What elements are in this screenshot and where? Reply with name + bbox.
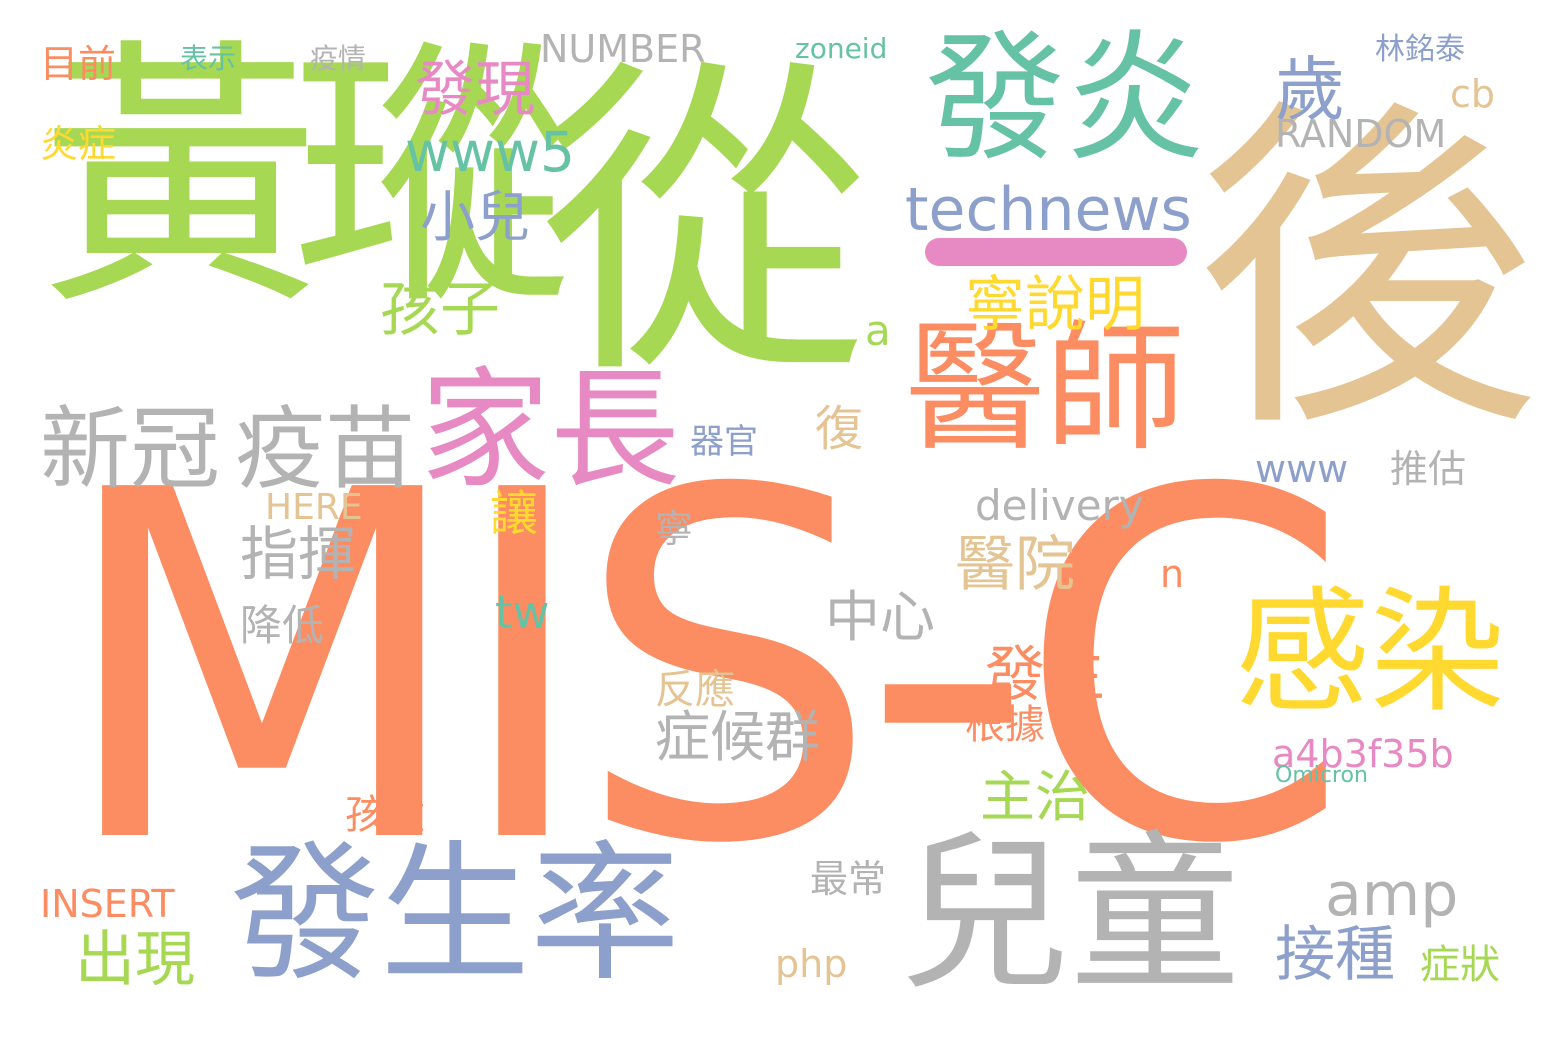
word-discover: 發現: [415, 55, 535, 125]
word-number: NUMBER: [540, 27, 706, 71]
word-lin-ming-tai: 林銘泰: [1375, 32, 1465, 67]
word-pediatric: 小兒: [420, 185, 531, 249]
word-tw: tw: [495, 586, 550, 639]
word-children: 兒童: [900, 816, 1241, 1014]
word-php: php: [775, 942, 848, 986]
word-mis-c: MIS-C: [55, 390, 1352, 949]
word-let: 讓: [490, 486, 539, 542]
word-hospital: 醫院: [955, 530, 1075, 600]
word-infection: 感染: [1235, 574, 1505, 731]
word-amp: amp: [1325, 860, 1459, 930]
word-here: HERE: [265, 487, 363, 528]
word-n: n: [1160, 552, 1185, 596]
word-technews: technews: [905, 175, 1192, 245]
word-recover: 復: [815, 401, 864, 457]
word-omicron: Omicron: [1275, 763, 1368, 788]
word-child: 孩童: [345, 792, 425, 838]
word-syndrome: 症候群: [655, 705, 821, 769]
word-appear: 出現: [75, 925, 195, 995]
word-estimate: 推估: [1390, 447, 1467, 491]
word-incidence: 發生率: [230, 828, 681, 1002]
word-huang-cong: 黃瑽: [40, 17, 572, 343]
word-attending: 主治: [980, 765, 1091, 829]
word-covid: 新冠: [40, 397, 220, 502]
word-parents: 家長: [420, 354, 681, 506]
word-organ: 器官: [690, 422, 758, 462]
word-indicate: 表示: [180, 42, 237, 75]
word-delivery: delivery: [975, 481, 1144, 530]
word-lower: 降低: [240, 601, 325, 650]
word-inflammation: 發炎: [925, 18, 1206, 181]
word-www: www: [1255, 447, 1349, 491]
word-random: RANDOM: [1275, 112, 1447, 156]
word-most-common: 最常: [810, 857, 887, 901]
dash-mark: [925, 238, 1187, 266]
word-occur: 發生: [985, 640, 1105, 710]
word-www5: www5: [405, 120, 575, 184]
word-command: 指揮: [240, 520, 357, 588]
word-according: 根據: [965, 702, 1045, 748]
word-doctor: 醫師: [905, 308, 1186, 471]
word-currently: 目前: [40, 42, 117, 86]
word-vaccinate: 接種: [1275, 920, 1395, 990]
word-a: a: [865, 306, 891, 355]
word-inflammation2: 炎症: [40, 122, 117, 166]
word-cb: cb: [1450, 72, 1496, 116]
word-age: 歲: [1275, 49, 1345, 131]
word-kids: 孩子: [380, 275, 500, 345]
word-ning-explain: 寧說明: [965, 270, 1145, 340]
word-vaccine: 疫苗: [235, 397, 415, 502]
word-ning: 寧: [655, 507, 694, 551]
word-insert: INSERT: [40, 882, 175, 926]
word-zoneid: zoneid: [795, 32, 888, 65]
word-symptom: 症狀: [1420, 942, 1500, 988]
word-hou: 後: [1195, 72, 1540, 473]
word-epidemic: 疫情: [310, 42, 367, 75]
word-center: 中心: [825, 585, 936, 649]
word-a4b3f35b: a4b3f35b: [1272, 732, 1454, 776]
word-cong: 從: [540, 33, 870, 417]
word-reaction: 反應: [655, 667, 735, 713]
